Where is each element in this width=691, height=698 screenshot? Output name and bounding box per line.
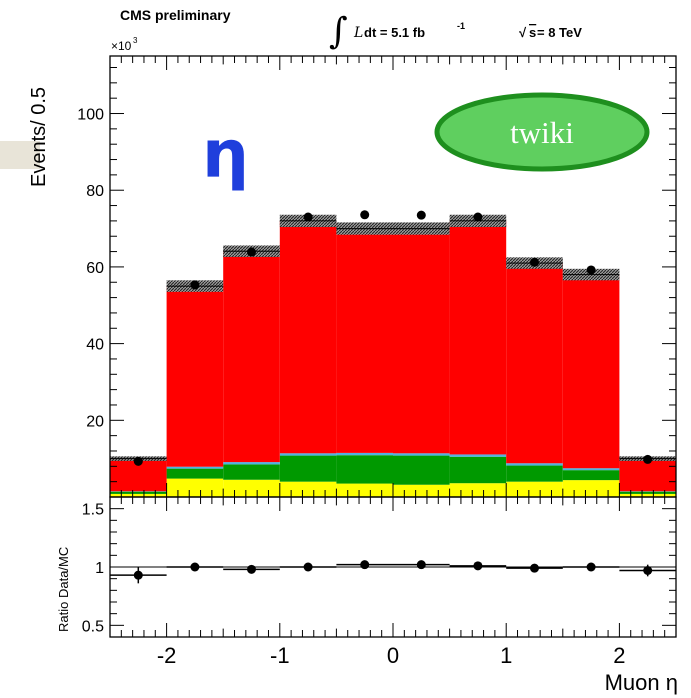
stack-bar-s1-b8 xyxy=(562,470,620,481)
stack-bar-s2-b8 xyxy=(562,468,620,471)
lumi-L: L xyxy=(353,25,363,41)
y-tick-label: 60 xyxy=(86,260,104,277)
stack-bar-s1-b0 xyxy=(110,491,167,494)
stack-bar-s1-b5 xyxy=(393,455,450,485)
stack-bar-s1-b2 xyxy=(223,464,280,480)
ratio-point-0 xyxy=(133,570,143,580)
data-point-5 xyxy=(416,210,426,220)
experiment-label: CMS preliminary xyxy=(120,7,231,23)
stack-bar-s3-b2 xyxy=(223,251,280,463)
y-tick-label: 1.5 xyxy=(82,502,104,519)
x-tick-label: 1 xyxy=(500,643,512,668)
stack-bar-s0-b6 xyxy=(449,483,507,497)
stack-bar-s1-b7 xyxy=(506,465,563,482)
stack-bar-s3-b1 xyxy=(166,286,224,467)
x-tick-label: 2 xyxy=(613,643,625,668)
ratio-axes: 0.5 1 1.5 xyxy=(82,496,677,638)
ratio-point-4 xyxy=(360,560,370,570)
x-tick-label: -1 xyxy=(270,643,290,668)
twiki-badge-label[interactable]: twiki xyxy=(510,115,574,150)
stack-bar-s3-b8 xyxy=(562,274,620,469)
eta-annotation: η xyxy=(202,116,249,193)
stack-bar-s2-b7 xyxy=(506,463,563,466)
stack-bar-s2-b3 xyxy=(279,453,337,456)
y-tick-label: 40 xyxy=(86,337,104,354)
data-point-6 xyxy=(473,212,483,222)
stack-bar-s3-b3 xyxy=(279,220,337,454)
stack-bar-s0-b0 xyxy=(110,493,167,497)
stack-bar-s3-b9 xyxy=(619,458,676,492)
y-multiplier: ×10 3 xyxy=(111,36,138,53)
ratio-point-5 xyxy=(416,560,426,570)
y-tick-label: 80 xyxy=(86,183,104,200)
stack-bar-s2-b5 xyxy=(393,453,450,456)
luminosity-label: ∫ L dt = 5.1 fb -1 xyxy=(329,11,465,52)
stack-bar-s1-b9 xyxy=(619,491,676,494)
data-point-4 xyxy=(360,210,370,220)
stack-bar-s3-b4 xyxy=(336,228,393,453)
stacked-histogram xyxy=(110,220,676,497)
x-tick-label: 0 xyxy=(387,643,399,668)
stack-bar-s1-b1 xyxy=(166,468,224,479)
ratio-points xyxy=(110,560,676,584)
stack-bar-s0-b3 xyxy=(279,481,337,497)
twiki-badge[interactable]: twiki xyxy=(434,92,650,172)
y-tick-label: 20 xyxy=(86,413,104,430)
energy-sqrt: √ xyxy=(519,25,527,40)
data-point-0 xyxy=(133,456,143,466)
stack-bar-s0-b9 xyxy=(619,493,676,497)
ratio-point-7 xyxy=(530,563,539,573)
stack-bar-s0-b1 xyxy=(166,478,224,497)
energy-text: = 8 TeV xyxy=(537,25,582,40)
lumi-text: dt = 5.1 fb xyxy=(364,25,425,40)
stack-bar-s1-b6 xyxy=(449,456,507,484)
stack-bar-s2-b6 xyxy=(449,454,507,457)
stack-bar-s2-b2 xyxy=(223,462,280,465)
energy-label: √ s = 8 TeV xyxy=(519,25,582,40)
stack-bar-s3-b7 xyxy=(506,263,563,464)
data-point-2 xyxy=(247,247,256,257)
data-point-1 xyxy=(190,280,200,290)
stack-bar-s1-b4 xyxy=(336,455,393,484)
y-multiplier-base: ×10 xyxy=(111,39,132,53)
y-tick-label: 1 xyxy=(95,560,104,577)
stack-bar-s1-b3 xyxy=(279,455,337,482)
x-tick-label: -2 xyxy=(157,643,177,668)
sidebar-tab xyxy=(0,141,40,169)
data-point-8 xyxy=(586,265,596,275)
ratio-point-2 xyxy=(247,564,256,574)
x-axis-title: Muon η xyxy=(605,670,678,695)
twiki-badge-shape[interactable] xyxy=(434,92,650,172)
stack-bar-s0-b7 xyxy=(506,481,563,497)
x-tick-labels: -2 -1 0 1 2 xyxy=(157,643,626,668)
integral-sign: ∫ xyxy=(329,11,348,52)
stack-bar-s0-b8 xyxy=(562,480,620,497)
y-tick-label: 0.5 xyxy=(82,618,104,635)
y-multiplier-exp: 3 xyxy=(133,36,138,45)
y-tick-label: 100 xyxy=(77,107,104,124)
ratio-point-9 xyxy=(643,566,653,575)
data-point-3 xyxy=(303,212,313,222)
stack-bar-s3-b5 xyxy=(393,228,450,454)
main-y-axis-title: Events/ 0.5 xyxy=(28,87,50,187)
data-point-7 xyxy=(530,257,539,267)
stack-bar-s0-b2 xyxy=(223,479,280,497)
stack-bar-s2-b1 xyxy=(166,466,224,469)
stack-bar-s0-b4 xyxy=(336,483,393,497)
stack-bar-s0-b5 xyxy=(393,484,450,497)
stack-bar-s3-b6 xyxy=(449,220,507,455)
ratio-point-6 xyxy=(473,561,483,571)
data-points xyxy=(133,210,653,466)
energy-s: s xyxy=(529,25,536,40)
stack-bar-s2-b4 xyxy=(336,452,393,456)
data-point-9 xyxy=(643,454,653,464)
lumi-exponent: -1 xyxy=(457,21,465,31)
ratio-y-axis-title: Ratio Data/MC xyxy=(56,547,71,632)
